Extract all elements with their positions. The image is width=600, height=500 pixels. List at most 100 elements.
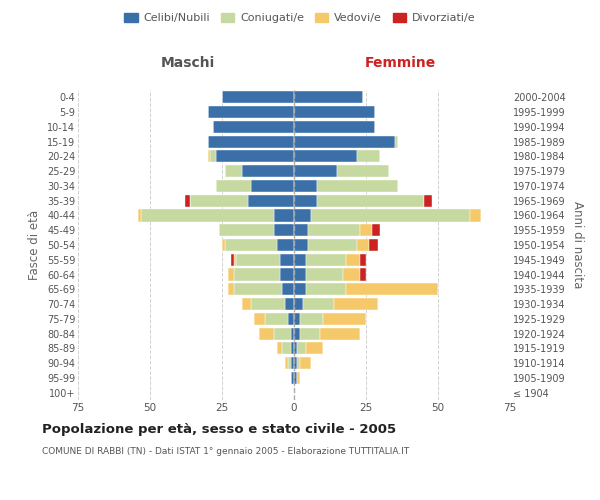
Bar [216,180,251,192]
Bar [248,194,294,207]
Text: Femmine: Femmine [365,56,436,70]
Bar [360,268,366,280]
Bar [320,328,360,340]
Bar [254,313,265,325]
Bar [305,254,346,266]
Bar [395,136,398,147]
Bar [358,239,369,251]
Bar [251,298,286,310]
Bar [265,313,288,325]
Bar [294,106,374,118]
Bar [294,254,305,266]
Bar [294,298,302,310]
Bar [300,328,320,340]
Bar [297,357,300,369]
Bar [372,224,380,236]
Bar [369,239,377,251]
Bar [294,328,300,340]
Bar [346,254,360,266]
Bar [291,328,294,340]
Bar [297,372,300,384]
Bar [291,342,294,354]
Bar [291,357,294,369]
Bar [274,328,291,340]
Bar [274,224,294,236]
Bar [139,210,142,222]
Bar [360,224,372,236]
Bar [280,254,294,266]
Bar [294,121,374,133]
Text: Maschi: Maschi [160,56,215,70]
Bar [185,194,190,207]
Bar [277,239,294,251]
Bar [294,342,297,354]
Bar [208,136,294,147]
Bar [294,136,395,147]
Bar [300,357,311,369]
Bar [294,357,297,369]
Bar [343,268,360,280]
Bar [216,150,294,162]
Bar [334,298,377,310]
Y-axis label: Anni di nascita: Anni di nascita [571,202,584,288]
Bar [317,194,424,207]
Bar [470,210,481,222]
Bar [280,268,294,280]
Bar [294,165,337,177]
Bar [142,210,274,222]
Bar [222,239,225,251]
Bar [308,239,358,251]
Bar [233,283,283,296]
Bar [294,313,300,325]
Bar [308,224,360,236]
Text: Popolazione per età, sesso e stato civile - 2005: Popolazione per età, sesso e stato civil… [42,422,396,436]
Bar [294,372,297,384]
Bar [233,254,236,266]
Bar [305,283,346,296]
Bar [346,283,438,296]
Legend: Celibi/Nubili, Coniugati/e, Vedovi/e, Divorziati/e: Celibi/Nubili, Coniugati/e, Vedovi/e, Di… [120,8,480,28]
Bar [286,298,294,310]
Bar [358,150,380,162]
Bar [259,328,274,340]
Bar [288,313,294,325]
Bar [233,268,280,280]
Bar [294,92,363,104]
Y-axis label: Fasce di età: Fasce di età [28,210,41,280]
Bar [294,224,308,236]
Bar [211,150,216,162]
Bar [283,283,294,296]
Bar [228,283,233,296]
Bar [311,210,470,222]
Bar [219,224,274,236]
Bar [302,298,334,310]
Bar [323,313,366,325]
Bar [208,106,294,118]
Bar [294,194,317,207]
Bar [208,150,211,162]
Bar [300,313,323,325]
Bar [242,165,294,177]
Bar [242,298,251,310]
Bar [274,210,294,222]
Bar [305,268,343,280]
Bar [277,342,283,354]
Bar [286,357,288,369]
Bar [236,254,280,266]
Bar [225,239,277,251]
Bar [225,165,242,177]
Bar [294,239,308,251]
Bar [294,283,305,296]
Bar [360,254,366,266]
Bar [294,150,358,162]
Bar [337,165,389,177]
Bar [294,180,317,192]
Bar [317,180,398,192]
Text: COMUNE DI RABBI (TN) - Dati ISTAT 1° gennaio 2005 - Elaborazione TUTTITALIA.IT: COMUNE DI RABBI (TN) - Dati ISTAT 1° gen… [42,448,409,456]
Bar [214,121,294,133]
Bar [230,254,233,266]
Bar [291,372,294,384]
Bar [222,92,294,104]
Bar [294,210,311,222]
Bar [288,357,291,369]
